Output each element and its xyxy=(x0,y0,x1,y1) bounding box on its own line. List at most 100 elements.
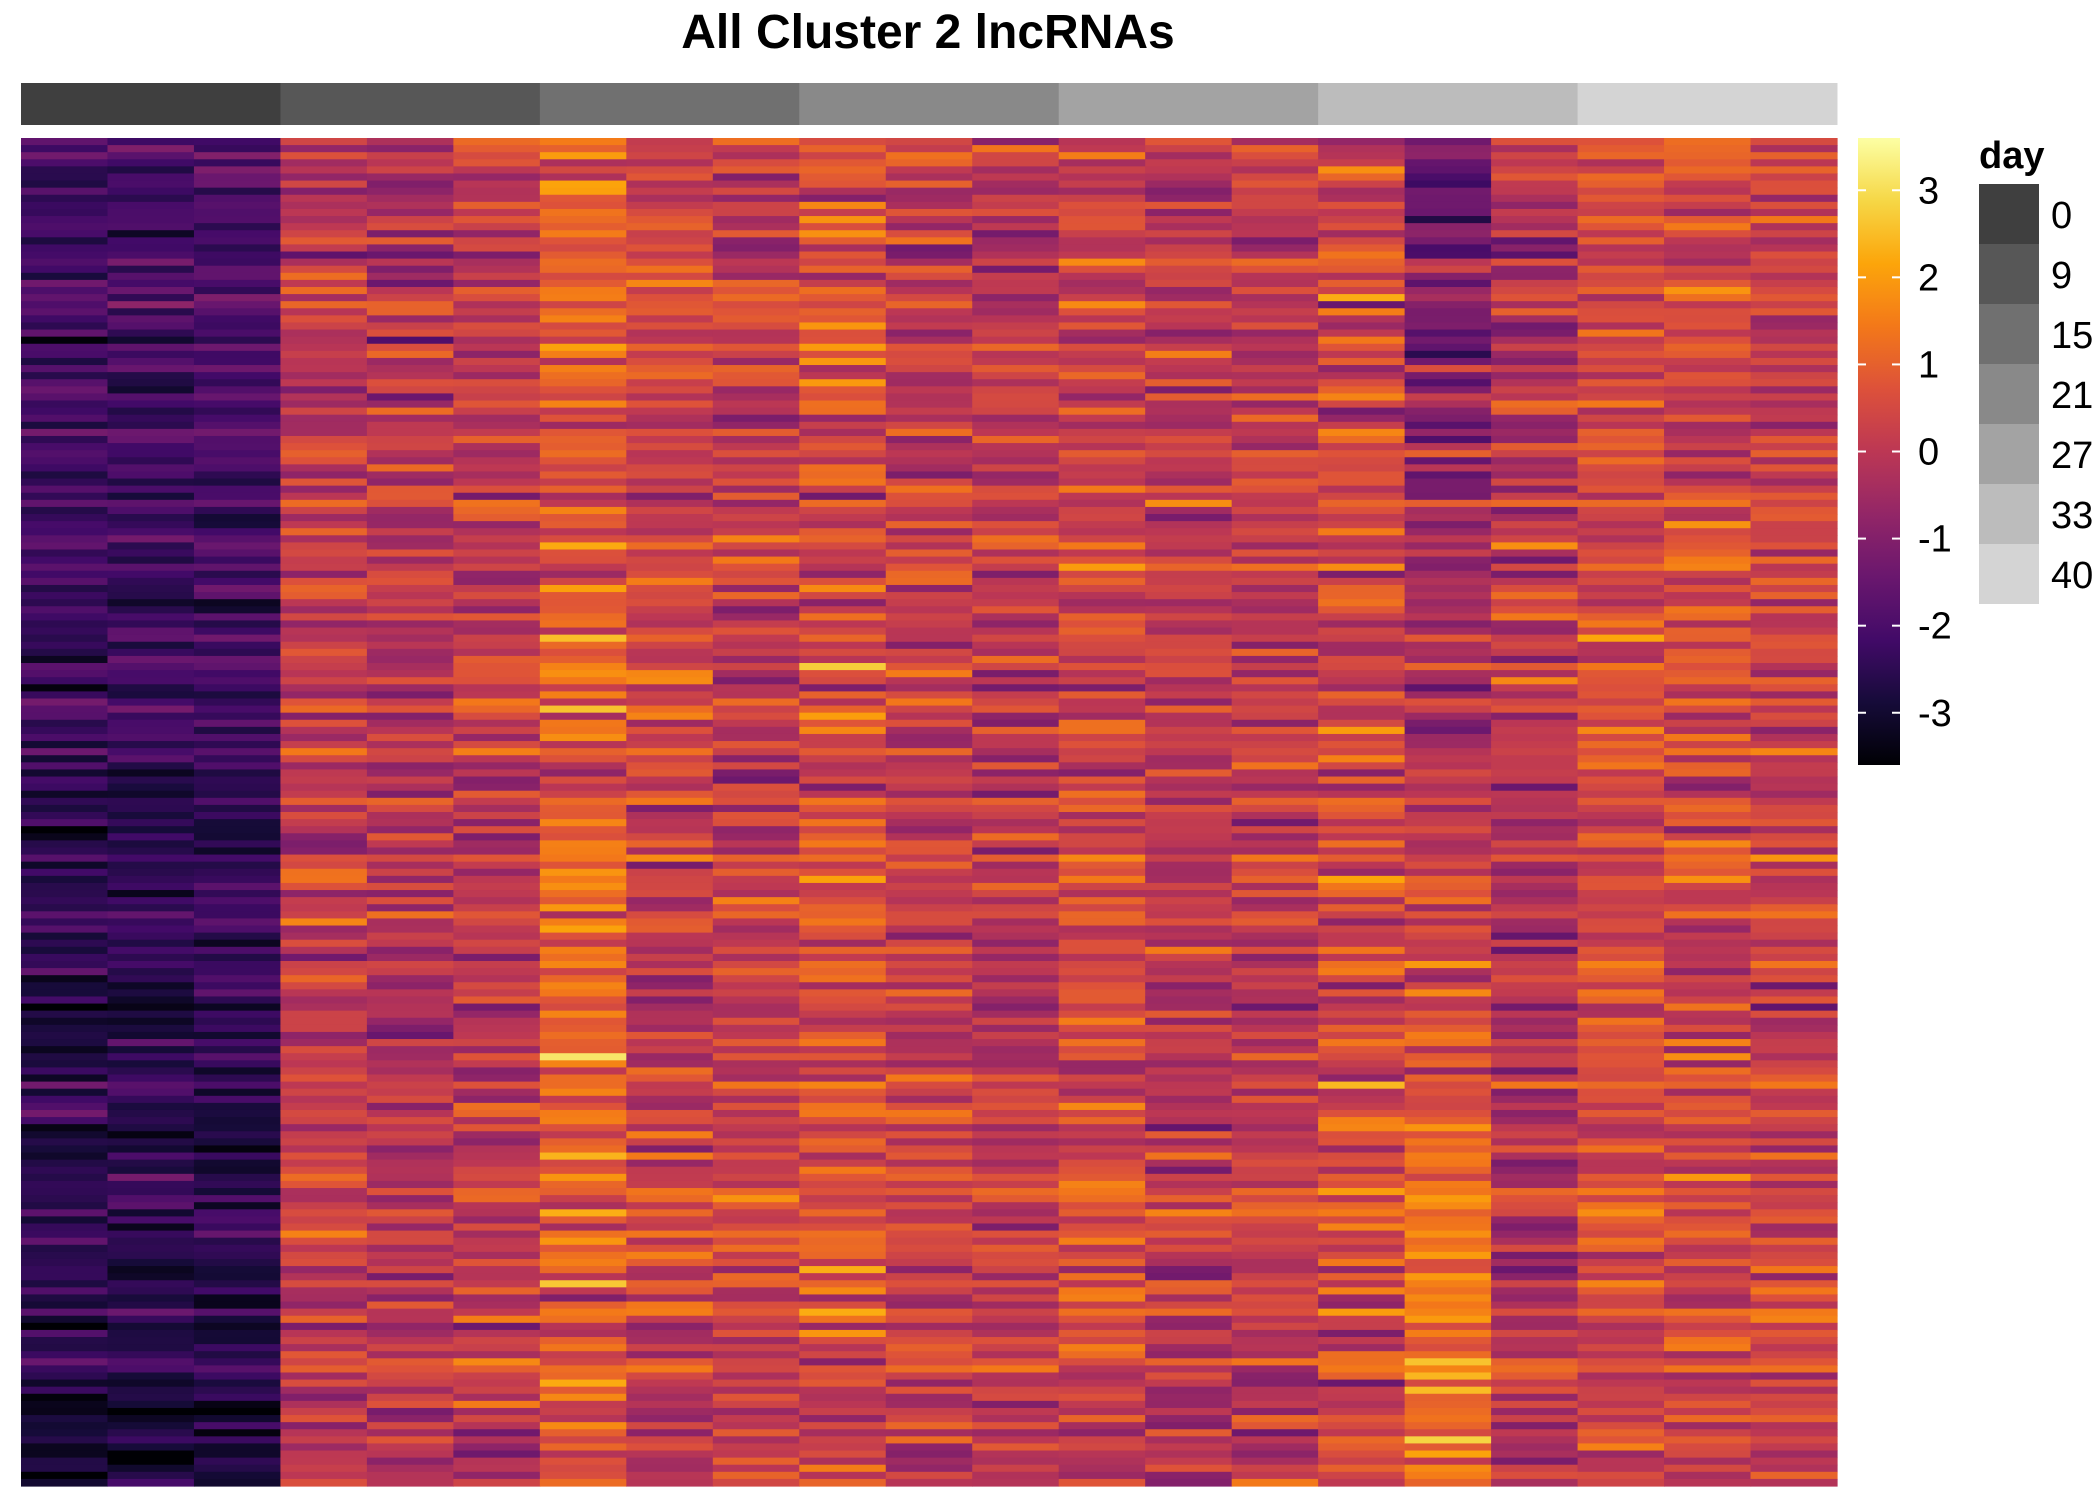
heatmap-cell xyxy=(1318,1138,1406,1147)
heatmap-cell xyxy=(193,1010,282,1019)
heatmap-cell xyxy=(799,1138,887,1147)
heatmap-cell xyxy=(453,1145,541,1154)
heatmap-cell xyxy=(1577,336,1665,345)
heatmap-cell xyxy=(280,1464,368,1473)
heatmap-cell xyxy=(539,450,627,458)
heatmap-cell xyxy=(1145,265,1233,274)
heatmap-cell xyxy=(972,1244,1060,1253)
heatmap-cell xyxy=(1058,279,1146,288)
heatmap-cell xyxy=(1491,712,1579,721)
heatmap-cell xyxy=(1145,989,1233,998)
heatmap-cell xyxy=(972,216,1060,224)
heatmap-cell xyxy=(107,1273,195,1281)
heatmap-cell xyxy=(539,407,627,416)
heatmap-cell xyxy=(21,450,109,458)
heatmap-cell xyxy=(1664,1301,1752,1310)
heatmap-cell xyxy=(1750,521,1838,529)
heatmap-cell xyxy=(1318,748,1406,756)
heatmap-cell xyxy=(1058,1322,1146,1331)
heatmap-cell xyxy=(1231,159,1319,167)
heatmap-cell xyxy=(1145,726,1233,735)
heatmap-cell xyxy=(1491,620,1579,629)
heatmap-cell xyxy=(453,173,541,182)
heatmap-cell xyxy=(21,982,109,990)
heatmap-cell xyxy=(885,279,973,288)
heatmap-cell xyxy=(885,1010,973,1019)
heatmap-cell xyxy=(539,499,627,508)
heatmap-cell xyxy=(1058,1152,1146,1161)
heatmap-cell xyxy=(1318,237,1406,246)
heatmap-cell xyxy=(1145,372,1233,380)
heatmap-cell xyxy=(1491,641,1579,650)
heatmap-cell xyxy=(712,613,800,622)
heatmap-cell xyxy=(1231,1067,1319,1076)
heatmap-cell xyxy=(107,776,195,785)
heatmap-cell xyxy=(626,904,714,912)
heatmap-cell xyxy=(1318,1443,1406,1452)
heatmap-cell xyxy=(712,925,800,934)
heatmap-cell xyxy=(1664,1010,1752,1019)
heatmap-cell xyxy=(107,1124,195,1132)
heatmap-cell xyxy=(366,1138,454,1147)
heatmap-cell xyxy=(366,1422,454,1430)
heatmap-cell xyxy=(539,400,627,409)
heatmap-cell xyxy=(885,329,973,338)
heatmap-cell xyxy=(626,1337,714,1345)
heatmap-cell xyxy=(1318,698,1406,707)
heatmap-cell xyxy=(972,1124,1060,1132)
heatmap-cell xyxy=(1664,733,1752,742)
heatmap-cell xyxy=(1318,1074,1406,1083)
heatmap-cell xyxy=(885,201,973,210)
heatmap-cell xyxy=(1404,1429,1492,1437)
heatmap-cell xyxy=(885,989,973,998)
day-legend-label: 9 xyxy=(2051,255,2072,297)
heatmap-cell xyxy=(712,854,800,863)
heatmap-cell xyxy=(1404,1386,1492,1395)
heatmap-cell xyxy=(1404,492,1492,501)
heatmap-cell xyxy=(1058,1223,1146,1232)
heatmap-cell xyxy=(280,1436,368,1445)
heatmap-cell xyxy=(539,223,627,231)
heatmap-cell xyxy=(539,1266,627,1274)
heatmap-cell xyxy=(366,982,454,990)
heatmap-cell xyxy=(1404,322,1492,331)
heatmap-cell xyxy=(1491,1095,1579,1104)
heatmap-cell xyxy=(972,393,1060,402)
heatmap-cell xyxy=(972,1166,1060,1175)
heatmap-cell xyxy=(193,1074,282,1083)
heatmap-cell xyxy=(280,180,368,189)
heatmap-cell xyxy=(1404,1095,1492,1104)
heatmap-cell xyxy=(366,1209,454,1217)
heatmap-cell xyxy=(1750,1457,1838,1466)
heatmap-cell xyxy=(539,719,627,728)
heatmap-cell xyxy=(280,201,368,210)
heatmap-cell xyxy=(885,797,973,806)
heatmap-cell xyxy=(1577,1124,1665,1132)
heatmap-cell xyxy=(972,428,1060,437)
heatmap-cell xyxy=(1750,294,1838,302)
heatmap-cell xyxy=(1231,733,1319,742)
heatmap-cell xyxy=(1318,584,1406,593)
heatmap-cell xyxy=(21,435,109,444)
heatmap-cell xyxy=(453,301,541,309)
heatmap-cell xyxy=(885,1443,973,1452)
heatmap-cell xyxy=(1404,904,1492,912)
heatmap-cell xyxy=(885,939,973,948)
heatmap-cell xyxy=(1491,804,1579,813)
heatmap-cell xyxy=(885,577,973,586)
heatmap-cell xyxy=(712,1287,800,1296)
heatmap-cell xyxy=(1750,251,1838,260)
heatmap-cell xyxy=(1404,1230,1492,1239)
heatmap-cell xyxy=(1577,932,1665,941)
heatmap-cell xyxy=(366,1031,454,1040)
heatmap-cell xyxy=(626,272,714,281)
heatmap-cell xyxy=(1145,1280,1233,1288)
heatmap-cell xyxy=(1318,386,1406,395)
heatmap-cell xyxy=(885,1230,973,1239)
heatmap-cell xyxy=(626,953,714,962)
heatmap-cell xyxy=(1145,1315,1233,1324)
heatmap-cell xyxy=(193,1322,282,1331)
heatmap-cell xyxy=(799,1088,887,1097)
heatmap-cell xyxy=(1318,223,1406,231)
heatmap-cell xyxy=(1664,1407,1752,1416)
